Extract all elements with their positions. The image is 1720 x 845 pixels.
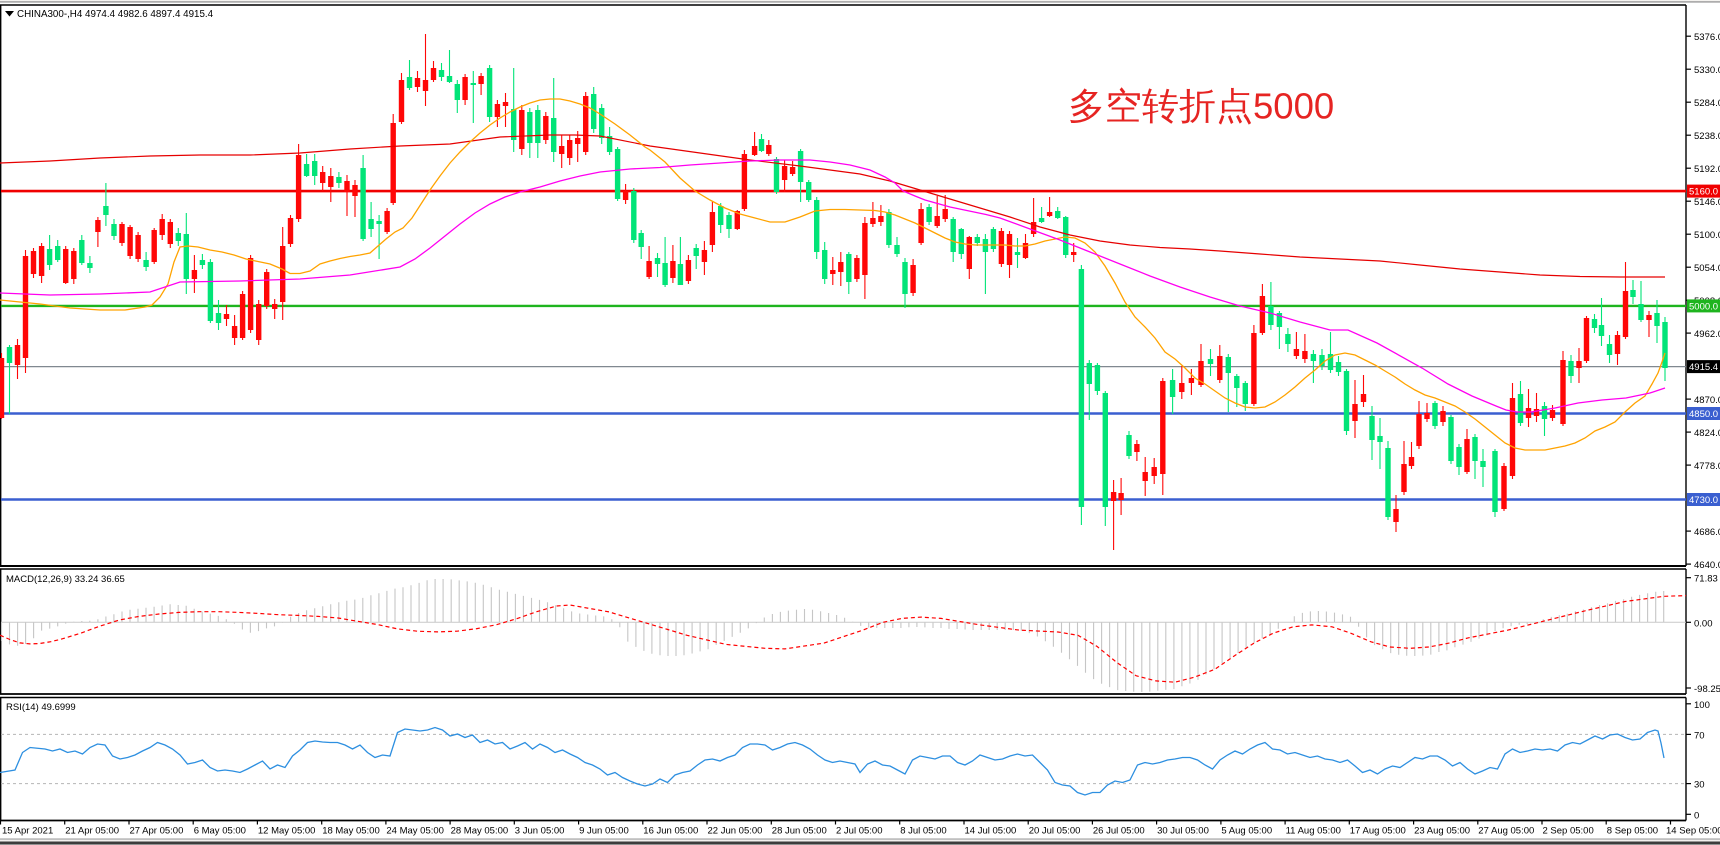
svg-text:5000: 5000 [1253, 86, 1334, 127]
svg-text:14 Jul 05:00: 14 Jul 05:00 [965, 826, 1017, 837]
svg-text:11 Aug 05:00: 11 Aug 05:00 [1286, 826, 1341, 837]
svg-text:4730.0: 4730.0 [1689, 495, 1718, 506]
svg-text:5146.0: 5146.0 [1694, 197, 1720, 208]
svg-text:5330.0: 5330.0 [1694, 65, 1720, 76]
svg-text:20 Jul 05:00: 20 Jul 05:00 [1029, 826, 1081, 837]
svg-text:5054.0: 5054.0 [1694, 263, 1720, 274]
svg-text:5 Aug 05:00: 5 Aug 05:00 [1221, 826, 1272, 837]
svg-text:18 May 05:00: 18 May 05:00 [322, 826, 380, 837]
svg-text:8 Jul 05:00: 8 Jul 05:00 [900, 826, 946, 837]
svg-text:30 Jul 05:00: 30 Jul 05:00 [1157, 826, 1209, 837]
svg-text:3 Jun 05:00: 3 Jun 05:00 [515, 826, 565, 837]
svg-text:24 May 05:00: 24 May 05:00 [386, 826, 444, 837]
svg-text:17 Aug 05:00: 17 Aug 05:00 [1350, 826, 1406, 837]
svg-text:CHINA300-,H4 4974.4 4982.6 48: CHINA300-,H4 4974.4 4982.6 4897.4 4915.4 [17, 9, 214, 20]
svg-text:MACD(12,26,9) 33.24 36.65: MACD(12,26,9) 33.24 36.65 [6, 574, 125, 585]
svg-text:4778.0: 4778.0 [1694, 461, 1720, 472]
svg-text:26 Jul 05:00: 26 Jul 05:00 [1093, 826, 1145, 837]
svg-text:4824.0: 4824.0 [1694, 428, 1720, 439]
svg-text:0.00: 0.00 [1694, 618, 1713, 629]
svg-text:5238.0: 5238.0 [1694, 131, 1720, 142]
svg-text:5376.0: 5376.0 [1694, 32, 1720, 43]
svg-text:28 Jun 05:00: 28 Jun 05:00 [772, 826, 827, 837]
svg-text:8 Sep 05:00: 8 Sep 05:00 [1607, 826, 1658, 837]
svg-text:4962.0: 4962.0 [1694, 329, 1720, 340]
svg-text:30: 30 [1694, 780, 1705, 791]
svg-text:5100.0: 5100.0 [1694, 230, 1720, 241]
svg-text:4850.0: 4850.0 [1689, 409, 1718, 420]
svg-text:4870.0: 4870.0 [1694, 395, 1720, 406]
svg-text:27 Apr 05:00: 27 Apr 05:00 [130, 826, 184, 837]
svg-text:5284.0: 5284.0 [1694, 98, 1720, 109]
svg-text:21 Apr 05:00: 21 Apr 05:00 [65, 826, 119, 837]
svg-text:RSI(14) 49.6999: RSI(14) 49.6999 [6, 702, 76, 713]
svg-text:2 Jul 05:00: 2 Jul 05:00 [836, 826, 882, 837]
svg-text:9 Jun 05:00: 9 Jun 05:00 [579, 826, 629, 837]
svg-text:4686.0: 4686.0 [1694, 527, 1720, 538]
svg-text:0: 0 [1694, 810, 1699, 821]
svg-text:4915.4: 4915.4 [1689, 362, 1718, 373]
svg-text:71.83: 71.83 [1694, 574, 1718, 585]
svg-text:15 Apr 2021: 15 Apr 2021 [2, 826, 53, 837]
svg-text:12 May 05:00: 12 May 05:00 [258, 826, 316, 837]
svg-text:2 Sep 05:00: 2 Sep 05:00 [1543, 826, 1594, 837]
svg-text:100: 100 [1694, 700, 1710, 711]
svg-text:27 Aug 05:00: 27 Aug 05:00 [1478, 826, 1534, 837]
svg-text:-98.25: -98.25 [1694, 684, 1720, 695]
svg-text:6 May 05:00: 6 May 05:00 [194, 826, 246, 837]
svg-text:23 Aug 05:00: 23 Aug 05:00 [1414, 826, 1470, 837]
svg-text:16 Jun 05:00: 16 Jun 05:00 [643, 826, 698, 837]
svg-text:5000.0: 5000.0 [1689, 301, 1718, 312]
svg-text:4640.0: 4640.0 [1694, 560, 1720, 571]
svg-text:70: 70 [1694, 730, 1705, 741]
svg-text:14 Sep 05:00: 14 Sep 05:00 [1666, 826, 1720, 837]
svg-text:22 Jun 05:00: 22 Jun 05:00 [708, 826, 763, 837]
svg-text:5160.0: 5160.0 [1689, 187, 1718, 198]
svg-text:28 May 05:00: 28 May 05:00 [451, 826, 509, 837]
svg-text:5192.0: 5192.0 [1694, 164, 1720, 175]
